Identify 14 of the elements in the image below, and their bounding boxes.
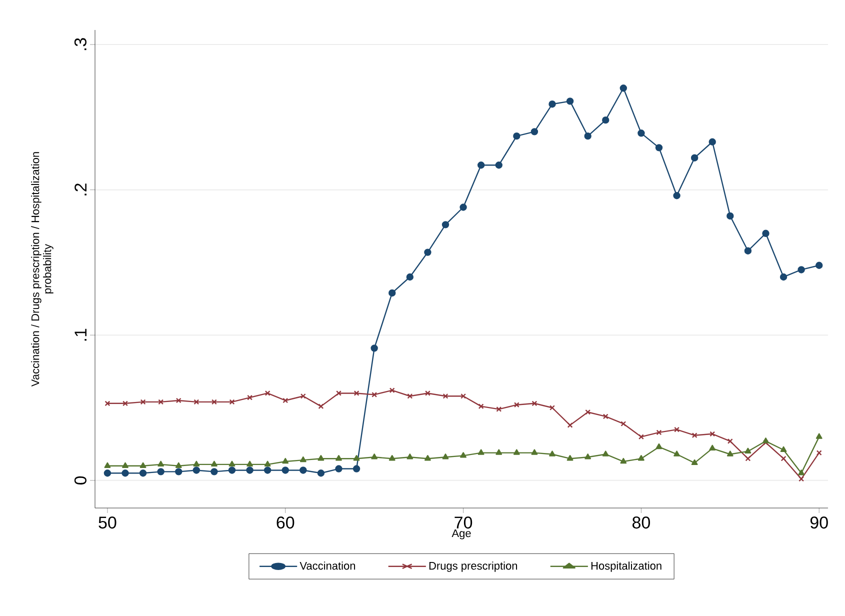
x-tick-label: 90: [810, 516, 828, 529]
y-tick-label: .2: [74, 184, 86, 196]
y-axis-title: Vaccination / Drugs prescription / Hospitalization probability: [31, 152, 54, 387]
legend-label: Hospitalization: [591, 562, 662, 572]
x-tick-label: 50: [98, 516, 116, 529]
legend-label: Vaccination: [300, 562, 356, 570]
legend-label: Drugs prescription: [429, 562, 518, 572]
y-tick-label: .1: [74, 328, 86, 341]
x-tick-label: 60: [276, 516, 294, 529]
y-tick-label: .3: [74, 38, 86, 50]
x-tick-label: 70: [454, 516, 472, 529]
x-tick-label: 80: [632, 516, 650, 529]
x-axis-title: Age: [452, 529, 471, 540]
y-tick-label: 0: [74, 476, 86, 484]
